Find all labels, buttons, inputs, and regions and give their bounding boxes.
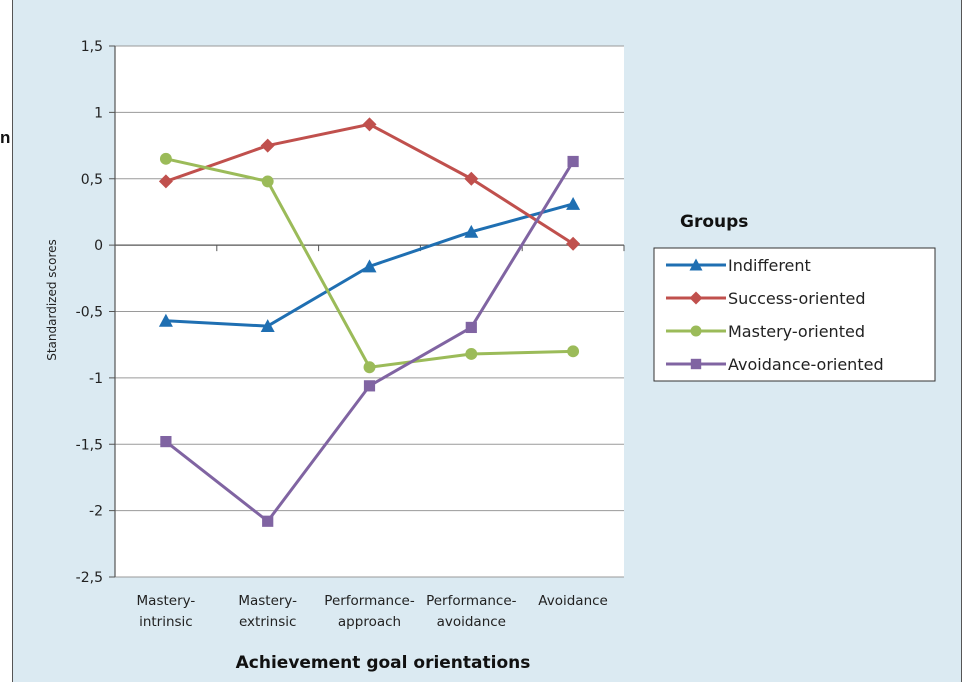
y-tick-label: 0,5 (81, 172, 103, 188)
legend-label: Mastery-oriented (728, 322, 865, 341)
x-category-label: Avoidance (538, 593, 608, 609)
data-point (689, 258, 703, 271)
legend-item: Success-oriented (666, 289, 866, 308)
data-point (566, 196, 581, 210)
y-axis-label: Standardized scores (45, 239, 59, 361)
x-category-label: intrinsic (139, 614, 193, 630)
series-group (158, 117, 581, 527)
data-point (260, 319, 275, 333)
data-point (465, 321, 477, 334)
y-tick-label: 1,5 (81, 39, 103, 55)
legend-item: Indifferent (666, 256, 811, 275)
data-point (159, 152, 172, 165)
y-tick-label: -2,5 (76, 570, 103, 586)
series-success-oriented (158, 117, 581, 251)
y-axis-ticks: 1,5 1 0,5 0 -0,5 -1 -1,5 -2 -2,5 (76, 39, 103, 586)
data-point (362, 259, 377, 273)
y-tick-label: 0 (94, 238, 103, 254)
y-tick-label: 1 (94, 105, 103, 121)
data-point (260, 138, 275, 153)
data-point (261, 175, 274, 188)
x-category-label: Performance- (426, 593, 517, 609)
x-axis-categories: Mastery-intrinsic Mastery-extrinsic Perfor… (137, 593, 608, 630)
data-point (362, 117, 377, 132)
data-point (465, 348, 478, 360)
legend-item: Mastery-oriented (666, 322, 865, 341)
y-tick-label: -2 (89, 504, 103, 520)
data-point (158, 174, 173, 189)
legend-label: Avoidance-oriented (728, 355, 884, 374)
data-point (160, 435, 172, 448)
series-avoidance-oriented (160, 155, 579, 527)
edge-text-fragment: n (0, 128, 11, 147)
data-point (567, 345, 580, 358)
series-indifferent (158, 196, 581, 333)
data-point (567, 155, 579, 168)
legend-label: Success-oriented (728, 289, 866, 308)
data-point (464, 171, 479, 186)
y-tick-label: -1,5 (76, 437, 103, 453)
data-point (690, 358, 702, 370)
data-point (690, 325, 702, 337)
data-point (689, 291, 703, 305)
y-tick-label: -0,5 (76, 305, 103, 321)
legend-item: Avoidance-oriented (666, 355, 884, 374)
legend-title: Groups (680, 212, 748, 232)
x-category-label: avoidance (437, 614, 506, 630)
data-point (363, 380, 376, 392)
x-category-label: extrinsic (239, 614, 296, 630)
x-category-label: Mastery- (238, 593, 297, 609)
data-point (262, 515, 274, 527)
x-category-label: approach (338, 614, 401, 630)
x-axis-label: Achievement goal orientations (236, 653, 531, 673)
series-mastery-oriented (159, 152, 580, 374)
data-point (464, 224, 479, 238)
x-category-label: Mastery- (137, 593, 196, 609)
y-tick-label: -1 (89, 371, 103, 387)
legend: Indifferent Success-oriented Mastery-orien… (666, 256, 884, 374)
data-point (566, 236, 581, 251)
legend-label: Indifferent (728, 256, 811, 275)
x-category-label: Performance- (324, 593, 415, 609)
gridlines (109, 45, 625, 578)
data-point (158, 313, 173, 327)
data-point (363, 361, 376, 374)
